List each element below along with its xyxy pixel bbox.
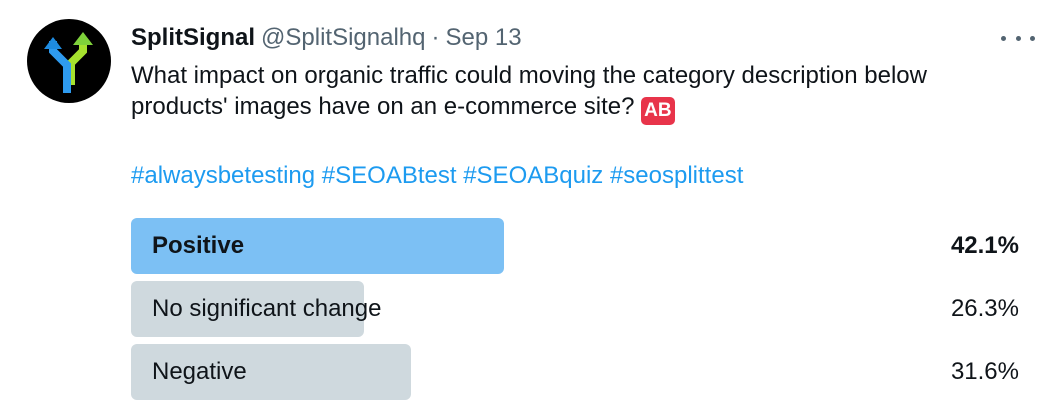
- poll-result-bar: [131, 281, 364, 337]
- split-arrows-icon: [44, 32, 93, 93]
- ab-emoji-icon: AB: [641, 97, 675, 125]
- poll-result-bar: [131, 344, 411, 400]
- poll-option-percent: 26.3%: [950, 295, 1019, 322]
- separator-dot: ·: [431, 24, 440, 51]
- more-dot-icon: [1015, 35, 1021, 41]
- poll-option: No significant change 26.3%: [131, 281, 1019, 337]
- poll-option-label: Negative: [152, 358, 247, 385]
- hashtag-link[interactable]: #SEOABtest: [321, 162, 457, 189]
- more-dot-icon: [1030, 35, 1035, 41]
- poll-option-percent: 31.6%: [950, 358, 1019, 385]
- poll: Positive 42.1% No significant change 26.…: [131, 218, 1019, 407]
- hashtag-link[interactable]: #SEOABquiz: [463, 162, 604, 189]
- poll-option-label: No significant change: [152, 295, 382, 322]
- tweet-body: What impact on organic traffic could mov…: [131, 62, 927, 120]
- poll-option: Negative 31.6%: [131, 344, 1019, 400]
- hashtag-link[interactable]: #seosplittest: [609, 162, 744, 189]
- poll-result-bar: [131, 218, 504, 274]
- tweet-header: SplitSignal @SplitSignalhq · Sep 13: [131, 22, 1021, 54]
- hashtag-list: #alwaysbetesting #SEOABtest #SEOABquiz #…: [131, 160, 1021, 191]
- more-options-button[interactable]: [1001, 26, 1035, 50]
- poll-option-label: Positive: [152, 232, 245, 259]
- avatar[interactable]: [27, 19, 111, 103]
- hashtag-link[interactable]: #alwaysbetesting: [131, 162, 316, 189]
- more-dot-icon: [1001, 35, 1006, 41]
- author-handle[interactable]: @SplitSignalhq: [261, 24, 426, 51]
- tweet-date[interactable]: Sep 13: [445, 24, 522, 51]
- tweet-text: What impact on organic traffic could mov…: [131, 60, 1021, 125]
- tweet-content: SplitSignal @SplitSignalhq · Sep 13 What…: [131, 22, 1021, 191]
- poll-option-percent: 42.1%: [950, 232, 1019, 259]
- poll-option: Positive 42.1%: [131, 218, 1019, 274]
- author-display-name[interactable]: SplitSignal: [131, 24, 256, 51]
